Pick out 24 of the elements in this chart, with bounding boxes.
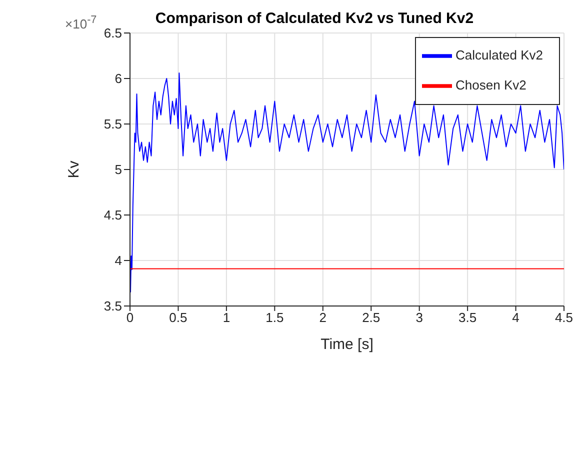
line-series: [130, 72, 564, 293]
x-tick-label: 4.5: [554, 310, 574, 326]
y-tick-label: 4.5: [104, 208, 122, 223]
chart-title: Comparison of Calculated Kv2 vs Tuned Kv2: [155, 10, 474, 27]
x-tick-label: 3: [416, 310, 423, 326]
y-tick-label: 5.5: [104, 116, 122, 132]
y-tick-label: 3.5: [104, 298, 122, 314]
y-tick-label: 5: [114, 162, 122, 178]
y-tick-label: 6: [114, 71, 122, 86]
legend-label: Chosen Kv2: [456, 77, 526, 92]
x-axis-title: Time [s]: [320, 336, 374, 353]
y-tick-label: 6.5: [104, 26, 122, 41]
x-tick-label: 1: [222, 310, 230, 326]
y-tick-label: 4: [114, 253, 122, 268]
x-tick-label: 2.5: [362, 310, 380, 326]
x-tick-label: 0: [126, 310, 134, 326]
x-tick-label: 4: [512, 310, 520, 326]
text: ×10$^{-7}$: [65, 14, 97, 32]
x-tick-label: 3.5: [458, 310, 477, 326]
legend-label: Calculated Kv2: [456, 47, 543, 62]
x-tick-label: 0.5: [169, 310, 188, 326]
y-axis-title: Kv: [65, 160, 82, 178]
x-tick-label: 1.5: [266, 310, 284, 326]
x-tick-label: 2: [319, 310, 327, 326]
